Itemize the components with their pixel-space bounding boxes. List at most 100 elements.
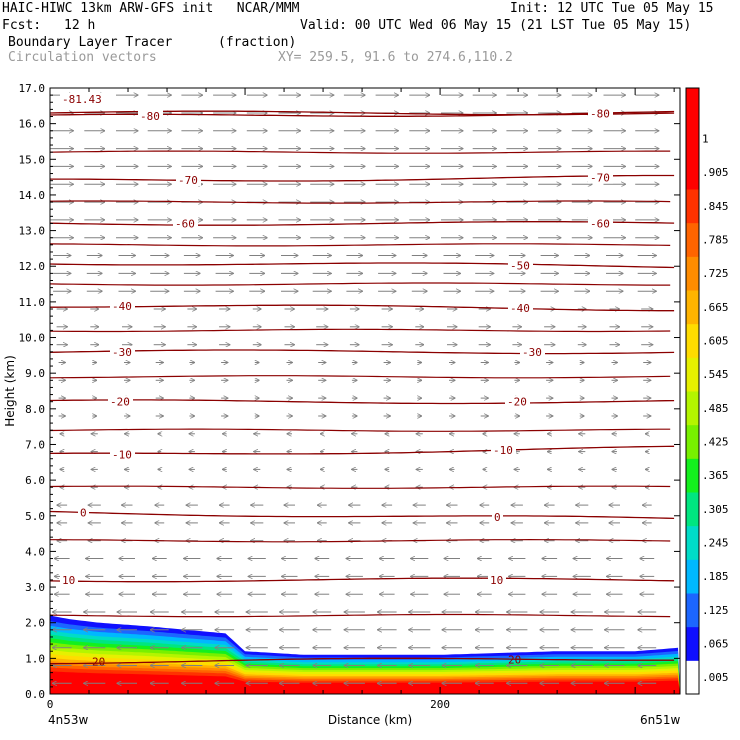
colorbar-label-13: .785	[702, 234, 729, 247]
colorbar-label-14: .845	[702, 200, 729, 213]
overlay-name: Circulation vectors	[8, 50, 157, 65]
axes: 0.0 1.0 2.0 3.0 4.0 5.0 6.0 7.0 8.0 9.0 10.0 11.0 12…	[3, 82, 681, 727]
colorbar-swatch-3	[686, 559, 699, 594]
y-tick-label-16: 16.0	[19, 118, 46, 131]
colorbar-label-3: .185	[702, 570, 729, 583]
contour-line-extra-6	[50, 428, 671, 432]
colorbar-swatch-8	[686, 391, 699, 426]
y-tick-label-7: 7.0	[25, 438, 45, 451]
y-tick-label-8: 8.0	[25, 403, 45, 416]
colorbar-swatch-13	[686, 222, 699, 257]
contour-label-2-0: -70	[178, 174, 198, 187]
y-tick-label-10: 10.0	[19, 332, 46, 345]
contour-label-8-0: -10	[112, 448, 132, 461]
colorbar-label-8: .485	[702, 402, 729, 415]
colorbar-swatch-14	[686, 189, 699, 224]
colorbar-swatch-11	[686, 290, 699, 325]
colorbar-label-16: 1	[702, 133, 709, 146]
y-tick-label-3: 3.0	[25, 581, 45, 594]
contour-line-extra-4	[50, 328, 671, 333]
y-axis-label: Height (km)	[3, 355, 17, 426]
contour-line-extra-2	[50, 243, 671, 247]
contour-line-2	[50, 174, 675, 182]
colorbar-label-6: .365	[702, 469, 729, 482]
colorbar-label-5: .305	[702, 503, 729, 516]
x-tick-label-0: 0	[47, 698, 54, 711]
colorbar-swatch-1	[686, 626, 699, 661]
right-endpoint-label: 6n51w	[640, 713, 681, 727]
contour-line-extra-1	[50, 200, 671, 204]
colorbar-swatch-12	[686, 256, 699, 291]
colorbar-label-1: .065	[702, 638, 729, 651]
contour-label-3-1: -60	[590, 217, 610, 230]
field-name: Boundary Layer Tracer	[8, 35, 173, 50]
contour-line-extra-0	[50, 150, 671, 154]
y-tick-label-15: 15.0	[19, 153, 46, 166]
field-units: (fraction)	[218, 35, 297, 50]
y-tick-label-2: 2.0	[25, 617, 45, 630]
contour-line-extra-3	[50, 282, 671, 286]
colorbar-label-9: .545	[702, 368, 729, 381]
init-time: Init: 12 UTC Tue 05 May 15	[510, 1, 714, 16]
x-axis-label: Distance (km)	[328, 713, 412, 727]
contour-label-11-1: 20	[508, 653, 521, 666]
colorbar-swatch-15	[686, 155, 699, 190]
contour-label-9-0: 0	[80, 507, 87, 520]
contour-label-0-0: -81.43	[62, 93, 102, 106]
contour-label-2-1: -70	[590, 172, 610, 185]
colorbar-swatch-7	[686, 424, 699, 459]
colorbar-label-0: .005	[702, 671, 729, 684]
colorbar-label-15: .905	[702, 166, 729, 179]
colorbar-swatch-17	[686, 88, 699, 123]
colorbar-swatch-0	[686, 660, 699, 695]
left-endpoint-label: 4n53w	[48, 713, 89, 727]
contour-label-1-0: -80	[140, 110, 160, 123]
colorbar-label-4: .245	[702, 537, 729, 550]
colorbar-swatch-5	[686, 492, 699, 527]
colorbar-swatch-9	[686, 357, 699, 392]
colorbar-label-10: .605	[702, 335, 729, 348]
circulation-vectors	[50, 95, 659, 683]
colorbar-label-2: .125	[702, 604, 729, 617]
model-title: HAIC-HIWC 13km ARW-GFS init NCAR/MMM	[2, 1, 300, 16]
contour-label-10-0: 10	[62, 574, 75, 587]
colorbar-swatch-16	[686, 121, 699, 156]
contour-label-3-0: -60	[175, 217, 195, 230]
contour-label-5-0: -40	[112, 300, 132, 313]
contour-line-4	[50, 262, 675, 269]
contour-label-9-1: 0	[494, 511, 501, 524]
contour-line-6	[50, 349, 675, 355]
colorbar-swatch-4	[686, 525, 699, 560]
contour-line-5	[50, 304, 675, 312]
fcst-label: Fcst:	[2, 18, 42, 33]
y-tick-label-0: 0.0	[25, 688, 45, 701]
contour-line-extra-5	[50, 375, 671, 379]
y-tick-label-14: 14.0	[19, 189, 46, 202]
y-tick-label-11: 11.0	[19, 296, 46, 309]
contour-label-1-1: -80	[590, 107, 610, 120]
contour-line-8	[50, 445, 675, 455]
valid-time: Valid: 00 UTC Wed 06 May 15 (21 LST Tue …	[300, 18, 692, 33]
colorbar-frame	[685, 87, 700, 695]
y-tick-label-6: 6.0	[25, 474, 45, 487]
tracer-fill	[50, 615, 680, 694]
xy-coordinates: XY= 259.5, 91.6 to 274.6,110.2	[278, 50, 513, 65]
colorbar-swatch-6	[686, 458, 699, 493]
temperature-contours: -81.43 -80 -80 -70 -70 -60 -60 -50 -40 -40 -30 -30 -…	[50, 92, 675, 669]
plot-frame	[49, 87, 681, 695]
contour-label-5-1: -40	[510, 302, 530, 315]
contour-line-11	[50, 657, 675, 665]
y-tick-label-13: 13.0	[19, 225, 46, 238]
tracer-band-14	[50, 671, 680, 694]
contour-line-extra-7	[50, 485, 671, 489]
contour-label-6-0: -30	[112, 346, 132, 359]
contour-label-6-1: -30	[522, 346, 542, 359]
y-tick-label-5: 5.0	[25, 510, 45, 523]
contour-label-8-1: -10	[493, 444, 513, 457]
colorbar-swatch-10	[686, 323, 699, 358]
contour-label-10-1: 10	[490, 574, 503, 587]
y-tick-label-17: 17.0	[19, 82, 46, 95]
y-tick-label-1: 1.0	[25, 652, 45, 665]
colorbar-label-12: .725	[702, 267, 729, 280]
